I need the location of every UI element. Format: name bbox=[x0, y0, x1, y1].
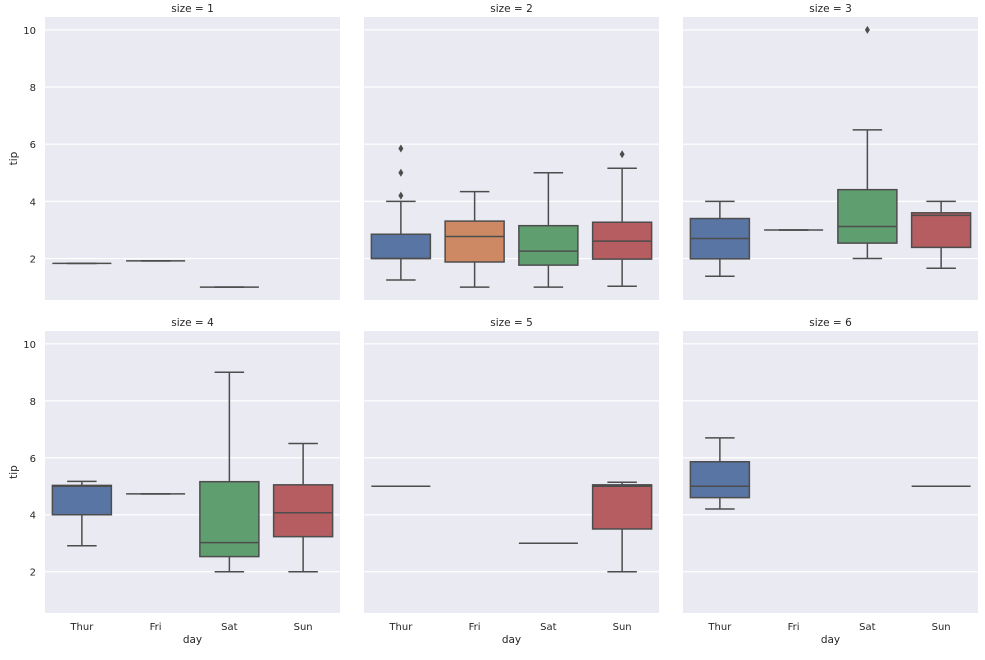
x-tick-label: Sat bbox=[221, 622, 237, 633]
x-tick-label: Thur bbox=[388, 622, 413, 633]
box-iqr bbox=[444, 220, 505, 263]
box-sun bbox=[591, 481, 653, 573]
facet-panel: size = 6 Thur Fri Sat Sun day bbox=[683, 317, 978, 646]
x-tick-label: Thur bbox=[707, 622, 732, 633]
box-sat bbox=[837, 25, 898, 260]
facet-title: size = 1 bbox=[171, 3, 214, 15]
x-tick-label: Sun bbox=[613, 622, 632, 633]
box-iqr bbox=[370, 233, 432, 260]
y-axis-label: tip bbox=[8, 465, 20, 479]
y-tick-label: 4 bbox=[30, 511, 36, 522]
box-thur bbox=[689, 200, 751, 278]
box-iqr bbox=[689, 460, 751, 499]
box-iqr bbox=[51, 484, 113, 516]
box-iqr bbox=[910, 212, 972, 249]
box-iqr bbox=[591, 484, 653, 530]
y-tick-label: 4 bbox=[30, 197, 36, 208]
x-tick-label: Sat bbox=[540, 622, 556, 633]
facet-panel: size = 2 bbox=[364, 3, 659, 300]
y-axis-label: tip bbox=[8, 151, 20, 165]
x-tick-label: Fri bbox=[469, 622, 481, 633]
box-iqr bbox=[272, 484, 334, 538]
box-fri bbox=[444, 190, 505, 288]
box-sun bbox=[272, 442, 334, 573]
y-tick-label: 2 bbox=[30, 255, 36, 266]
facet-title: size = 6 bbox=[809, 317, 852, 329]
box-sat bbox=[518, 172, 579, 288]
box-sun bbox=[591, 150, 653, 288]
facet-panel: 2 4 6 8 10 size = 1 tip bbox=[8, 3, 340, 300]
y-tick-label: 8 bbox=[30, 83, 36, 94]
y-tick-label: 6 bbox=[30, 140, 36, 151]
box-iqr bbox=[837, 188, 898, 244]
outlier-point bbox=[864, 25, 870, 34]
x-tick-label: Thur bbox=[69, 622, 94, 633]
outlier-point bbox=[619, 150, 625, 159]
facet-panel: size = 3 bbox=[683, 3, 978, 300]
box-thur bbox=[370, 144, 432, 281]
x-tick-label: Sat bbox=[859, 622, 875, 633]
x-axis-label: day bbox=[183, 634, 202, 646]
x-tick-label: Sun bbox=[294, 622, 313, 633]
x-tick-label: Fri bbox=[150, 622, 162, 633]
y-tick-label: 2 bbox=[30, 568, 36, 579]
x-axis-label: day bbox=[502, 634, 521, 646]
y-tick-label: 6 bbox=[30, 454, 36, 465]
outlier-point bbox=[398, 168, 404, 177]
facet-title: size = 4 bbox=[171, 317, 214, 329]
facet-panel: size = 5 Thur Fri Sat Sun day bbox=[364, 317, 659, 646]
outlier-point bbox=[398, 144, 404, 153]
facet-title: size = 5 bbox=[490, 317, 533, 329]
box-thur bbox=[51, 480, 113, 547]
panel-background bbox=[45, 17, 340, 300]
y-tick-label: 10 bbox=[23, 340, 36, 351]
outlier-point bbox=[398, 191, 404, 200]
box-iqr bbox=[518, 224, 579, 266]
box-thur bbox=[689, 437, 751, 510]
facet-title: size = 2 bbox=[490, 3, 533, 15]
y-tick-label: 8 bbox=[30, 397, 36, 408]
panel-background bbox=[364, 331, 659, 613]
panel-background bbox=[45, 331, 340, 613]
x-axis-label: day bbox=[821, 634, 840, 646]
box-sat bbox=[199, 371, 260, 573]
box-iqr bbox=[199, 480, 260, 558]
x-tick-label: Fri bbox=[788, 622, 800, 633]
box-sun bbox=[910, 200, 972, 270]
facet-panel: 2 4 6 8 10 size = 4 tip Thur Fri Sat Sun day bbox=[8, 317, 340, 646]
facet-title: size = 3 bbox=[809, 3, 852, 15]
x-tick-label: Sun bbox=[932, 622, 951, 633]
y-tick-label: 10 bbox=[23, 26, 36, 37]
